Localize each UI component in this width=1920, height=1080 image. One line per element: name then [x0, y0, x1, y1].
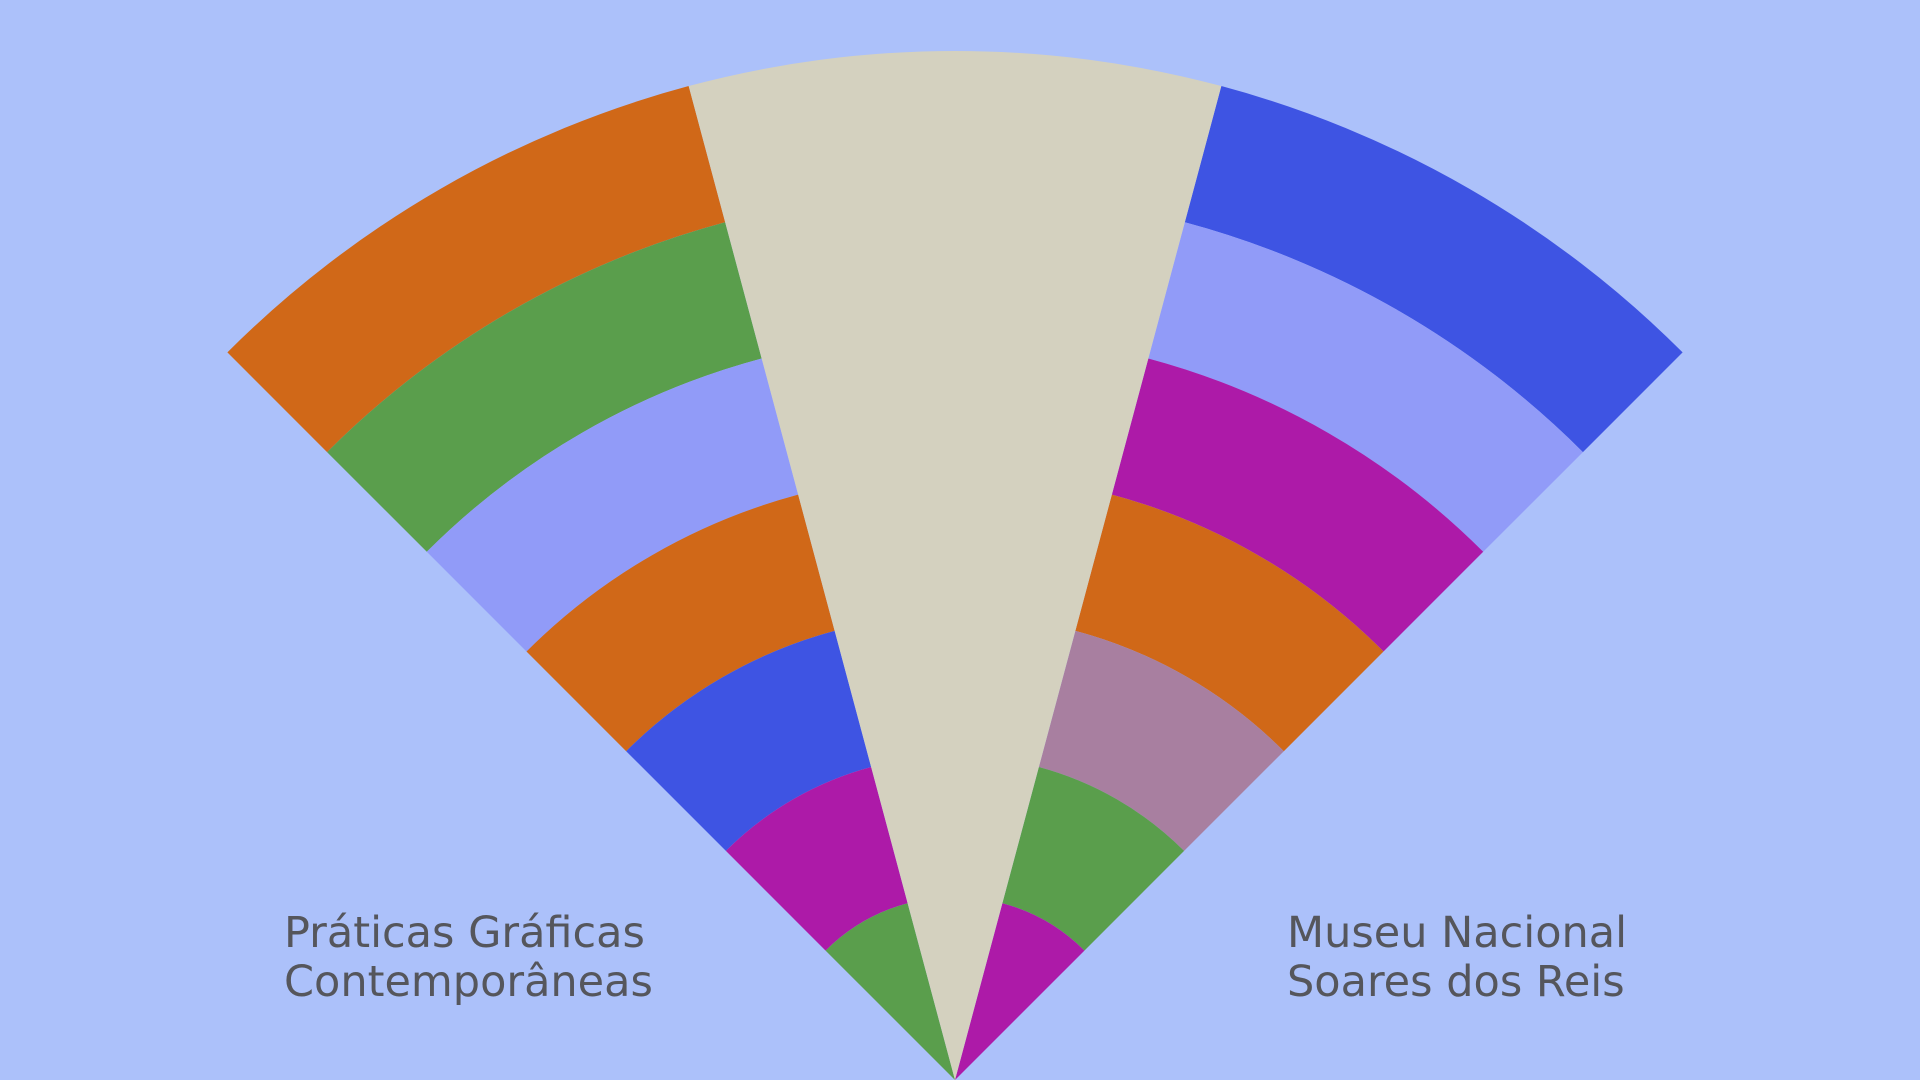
right-band — [1075, 494, 1384, 752]
right-band — [955, 903, 1085, 1080]
center-wedge — [688, 50, 1222, 1080]
right-band — [1038, 630, 1284, 851]
left-band — [227, 86, 726, 453]
left-band — [327, 222, 762, 552]
right-band — [1184, 86, 1683, 453]
fan-graphic — [227, 50, 1683, 1080]
left-band — [725, 767, 908, 951]
left-band — [426, 358, 799, 652]
right-band — [1111, 358, 1484, 652]
right-label-line: Museu Nacional — [1287, 908, 1627, 958]
left-band — [626, 630, 872, 851]
right-band — [1148, 222, 1583, 552]
left-band — [526, 494, 835, 752]
left-label-line: Contemporâneas — [284, 957, 653, 1007]
left-label-line: Práticas Gráficas — [284, 908, 645, 958]
right-band — [1002, 767, 1185, 951]
right-label-line: Soares dos Reis — [1287, 957, 1625, 1007]
left-band — [825, 903, 955, 1080]
